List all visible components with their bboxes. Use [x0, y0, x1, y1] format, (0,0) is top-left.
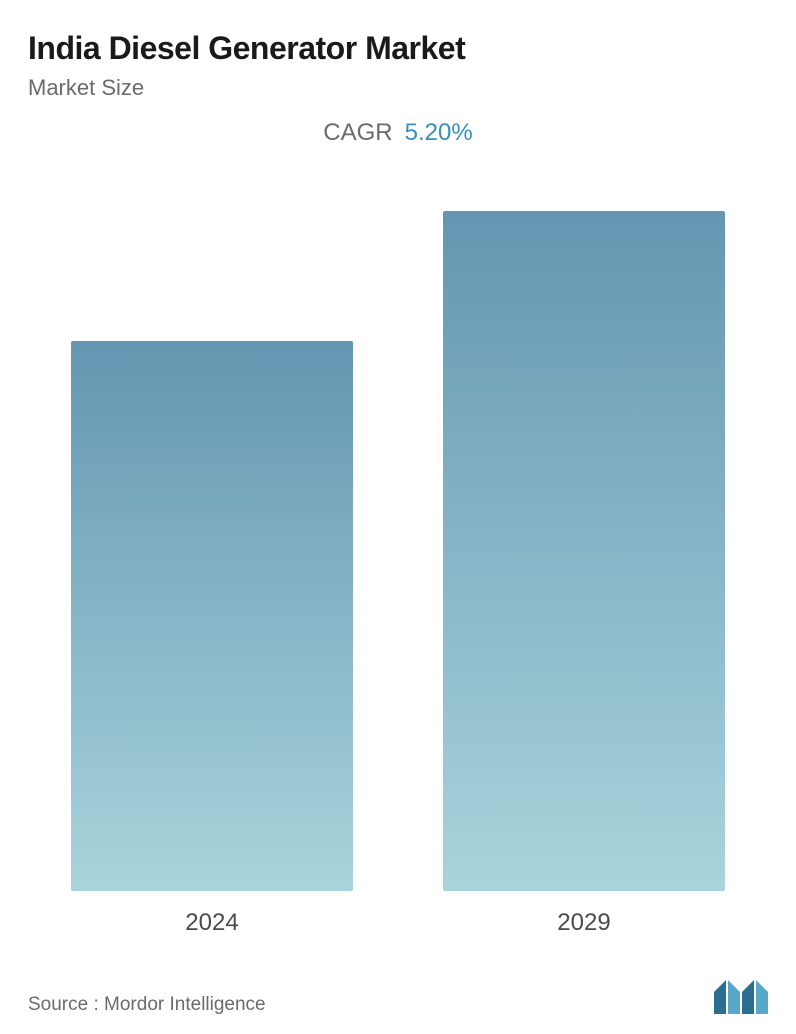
cagr-value: 5.20%	[405, 119, 473, 147]
footer: Source : Mordor Intelligence	[28, 978, 768, 1016]
bar-label-1: 2029	[557, 909, 610, 937]
bar-wrap-0: 2024	[71, 341, 353, 937]
bar-wrap-1: 2029	[443, 211, 725, 937]
cagr-row: CAGR 5.20%	[28, 119, 768, 147]
chart-area: 2024 2029	[28, 177, 768, 937]
bar-label-0: 2024	[185, 909, 238, 937]
chart-subtitle: Market Size	[28, 75, 768, 101]
source-text: Source : Mordor Intelligence	[28, 994, 266, 1016]
bar-0	[71, 341, 353, 891]
chart-title: India Diesel Generator Market	[28, 30, 768, 67]
cagr-label: CAGR	[323, 119, 392, 147]
brand-logo-icon	[712, 978, 768, 1016]
bar-1	[443, 211, 725, 891]
